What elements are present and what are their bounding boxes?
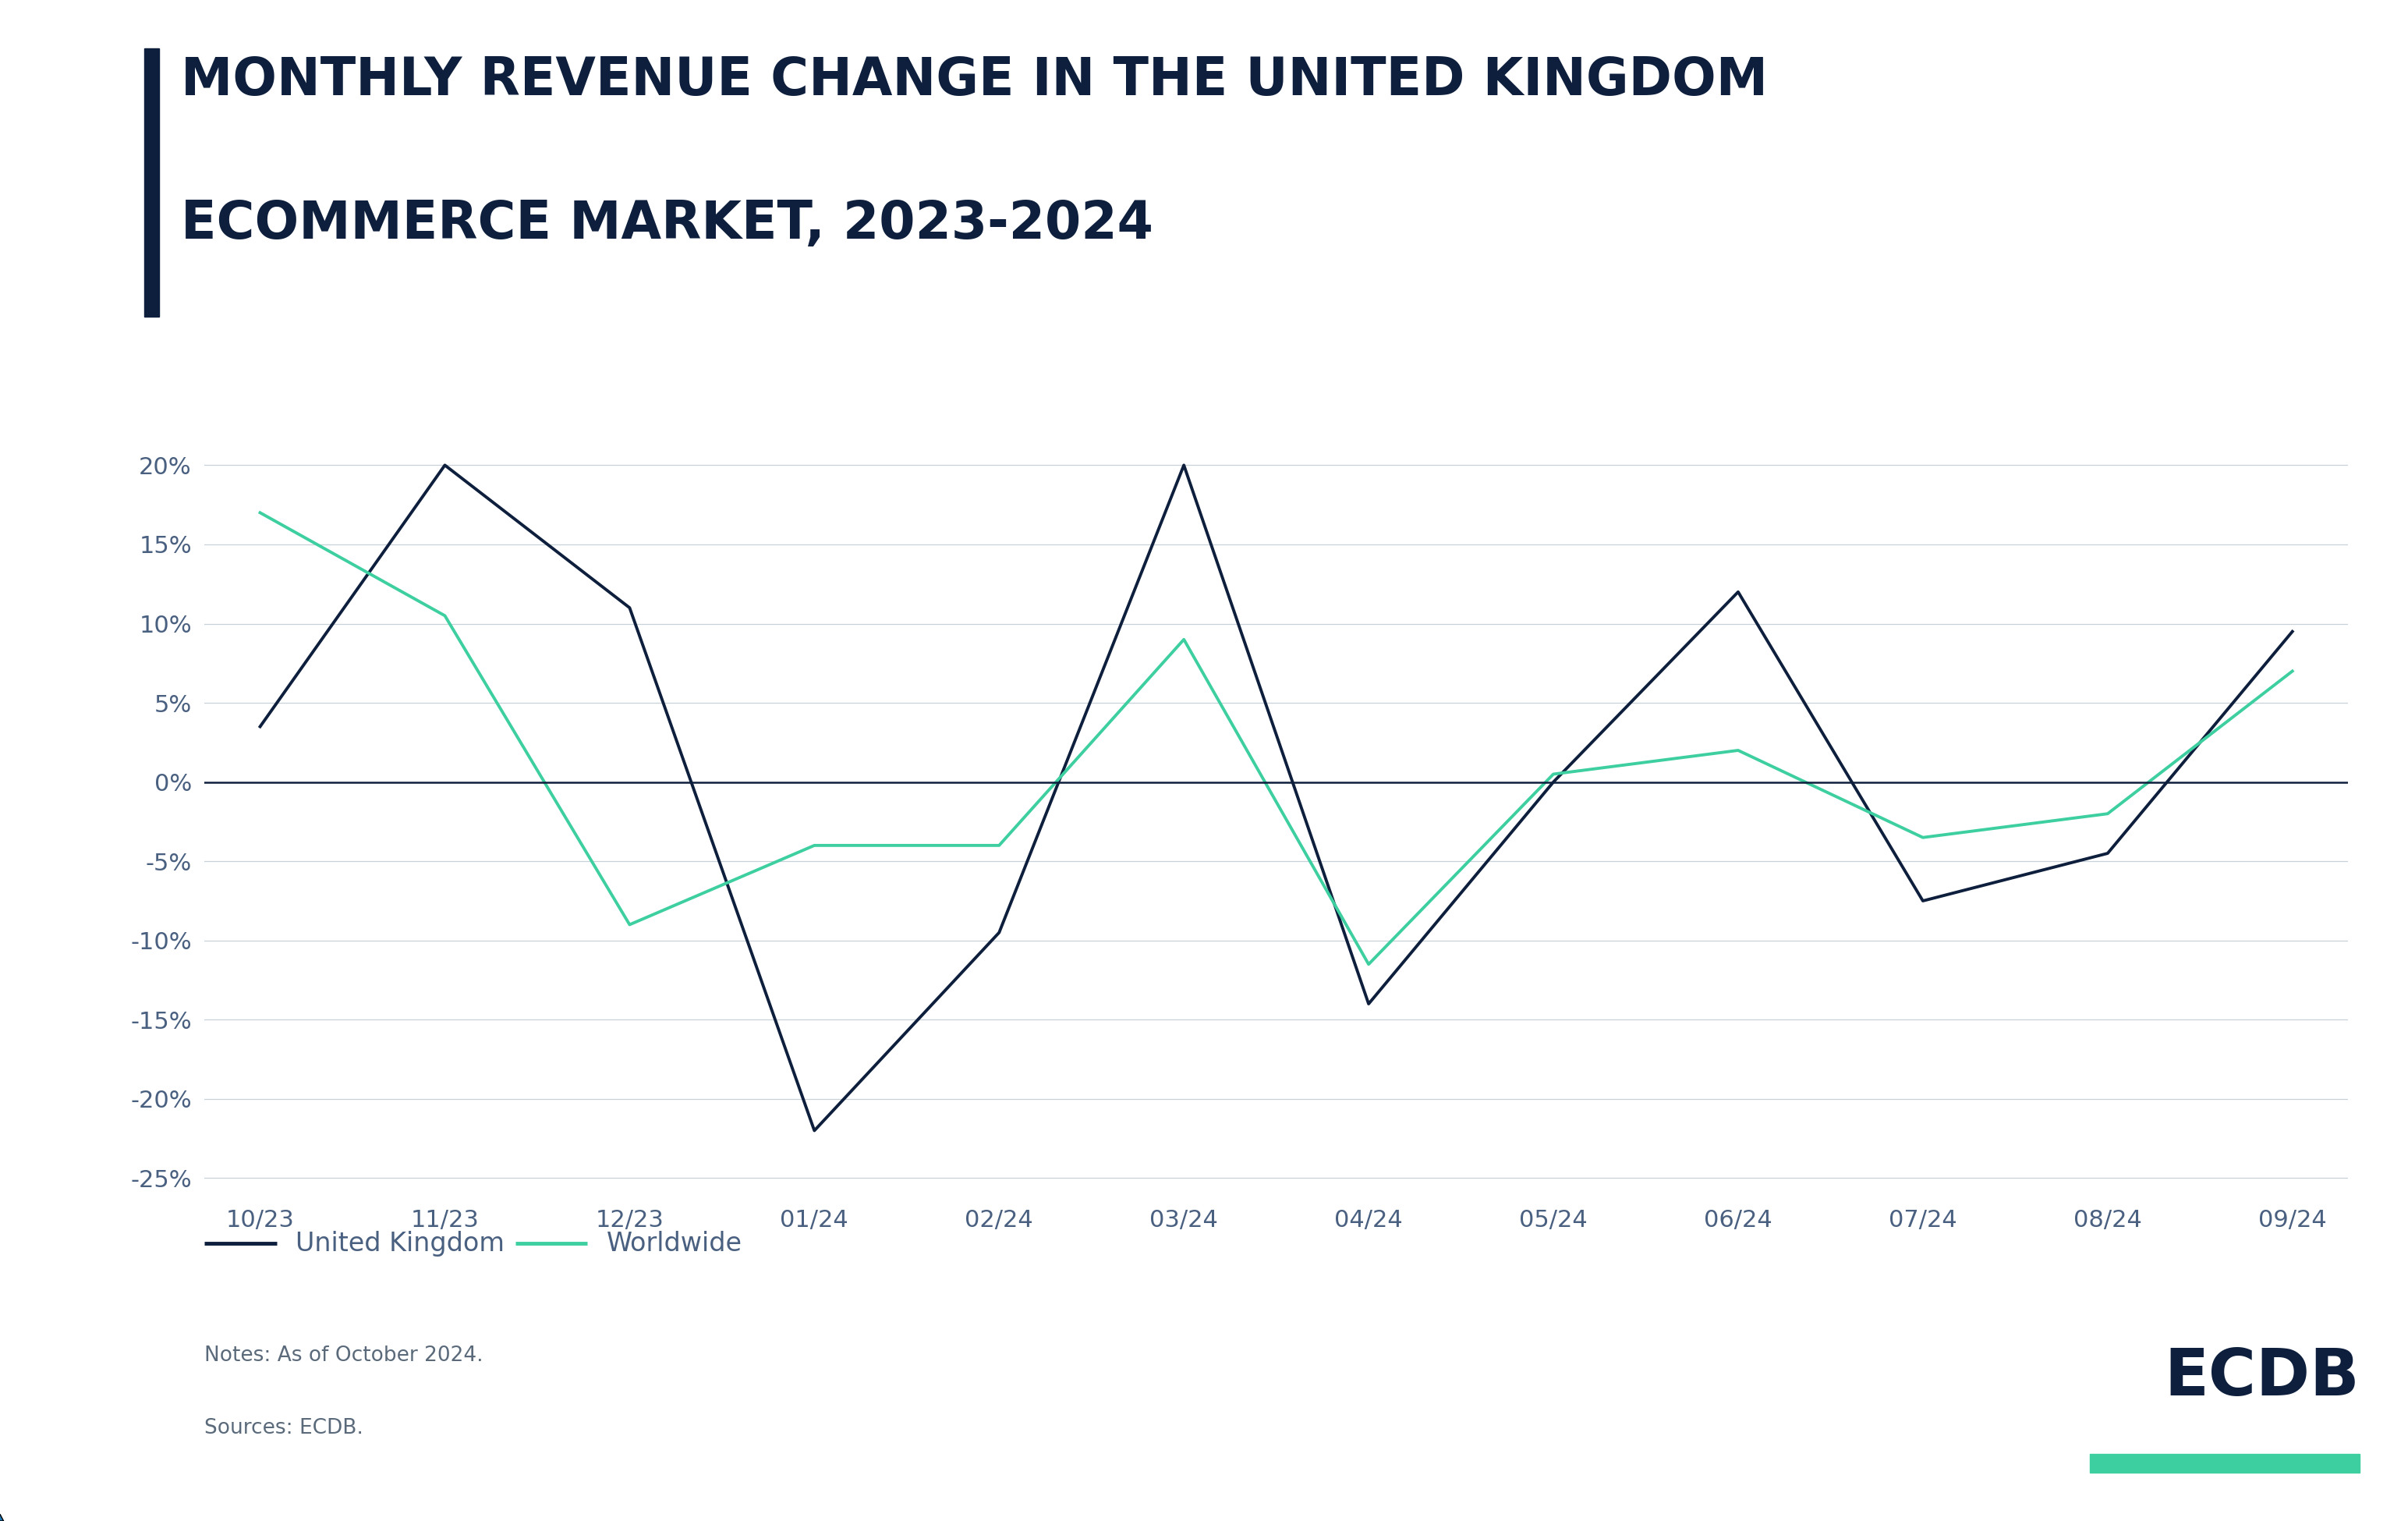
Text: United Kingdom: United Kingdom [296, 1230, 506, 1256]
Text: Worldwide: Worldwide [607, 1230, 742, 1256]
Bar [144, 49, 159, 316]
Text: Notes: As of October 2024.: Notes: As of October 2024. [205, 1346, 484, 1366]
Text: ECDB: ECDB [2165, 1346, 2360, 1408]
Text: ECOMMERCE MARKET, 2023-2024: ECOMMERCE MARKET, 2023-2024 [181, 198, 1153, 249]
Text: MONTHLY REVENUE CHANGE IN THE UNITED KINGDOM: MONTHLY REVENUE CHANGE IN THE UNITED KIN… [181, 55, 1767, 106]
Text: Sources: ECDB.: Sources: ECDB. [205, 1418, 364, 1439]
Bar [2090, 1454, 2360, 1472]
